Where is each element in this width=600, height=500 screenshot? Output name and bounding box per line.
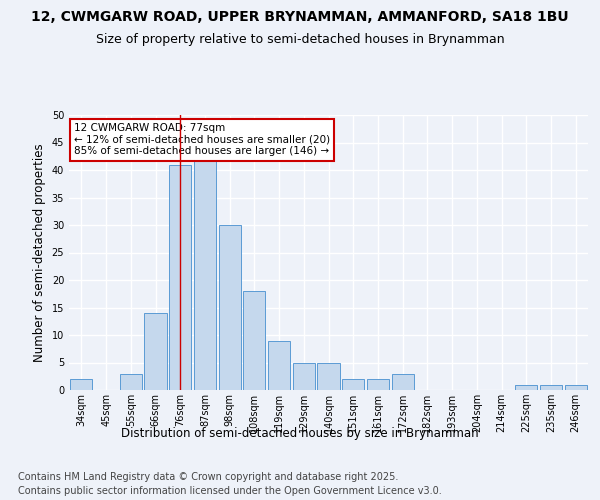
Bar	[119, 374, 142, 390]
Bar	[268, 340, 290, 390]
Bar	[169, 164, 191, 390]
Bar	[565, 384, 587, 390]
Text: Contains HM Land Registry data © Crown copyright and database right 2025.: Contains HM Land Registry data © Crown c…	[18, 472, 398, 482]
Bar	[392, 374, 414, 390]
Text: 12 CWMGARW ROAD: 77sqm
← 12% of semi-detached houses are smaller (20)
85% of sem: 12 CWMGARW ROAD: 77sqm ← 12% of semi-det…	[74, 123, 331, 156]
Bar	[540, 384, 562, 390]
Text: Size of property relative to semi-detached houses in Brynamman: Size of property relative to semi-detach…	[95, 32, 505, 46]
Text: Distribution of semi-detached houses by size in Brynamman: Distribution of semi-detached houses by …	[121, 428, 479, 440]
Bar	[218, 225, 241, 390]
Bar	[293, 362, 315, 390]
Bar	[367, 379, 389, 390]
Bar	[194, 159, 216, 390]
Bar	[342, 379, 364, 390]
Bar	[317, 362, 340, 390]
Y-axis label: Number of semi-detached properties: Number of semi-detached properties	[33, 143, 46, 362]
Bar	[515, 384, 538, 390]
Bar	[243, 291, 265, 390]
Bar	[145, 313, 167, 390]
Bar	[70, 379, 92, 390]
Text: 12, CWMGARW ROAD, UPPER BRYNAMMAN, AMMANFORD, SA18 1BU: 12, CWMGARW ROAD, UPPER BRYNAMMAN, AMMAN…	[31, 10, 569, 24]
Text: Contains public sector information licensed under the Open Government Licence v3: Contains public sector information licen…	[18, 486, 442, 496]
